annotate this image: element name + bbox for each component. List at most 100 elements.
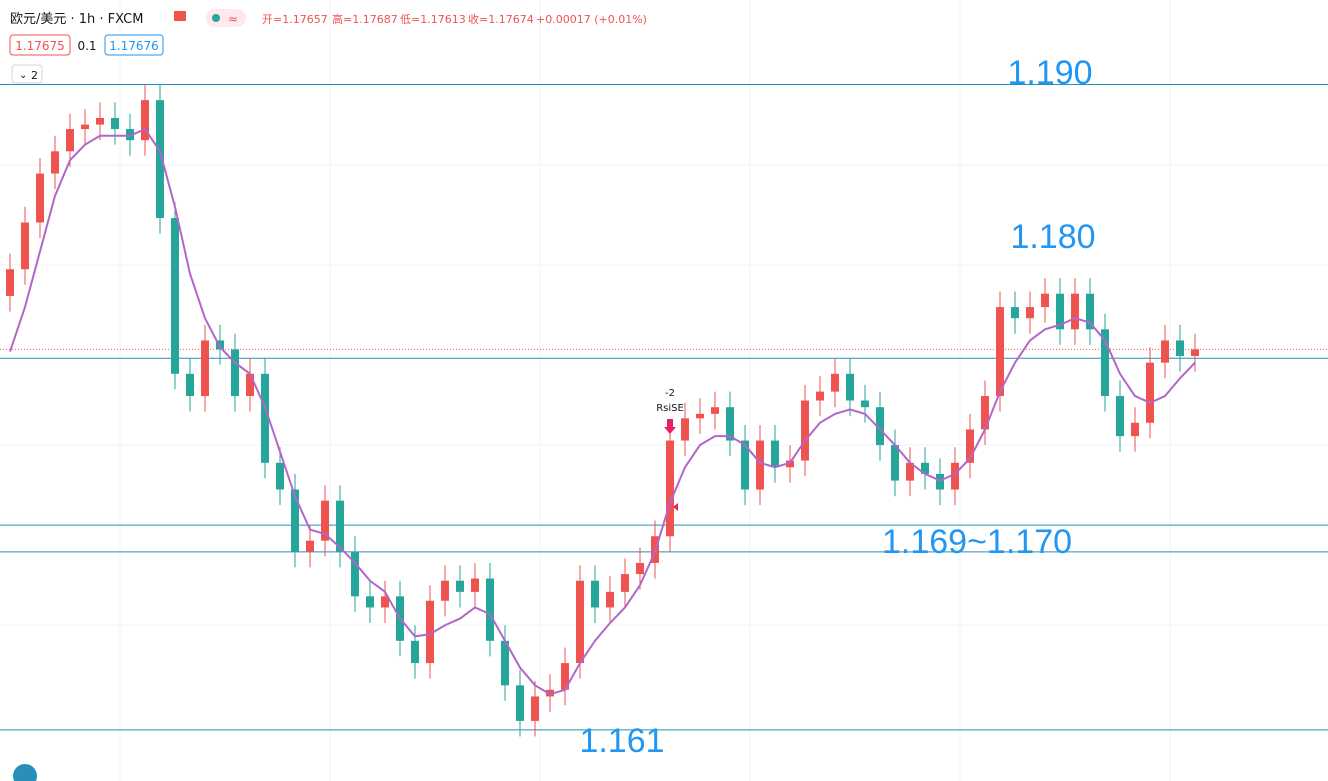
candle-body bbox=[636, 562, 644, 575]
candle-body bbox=[336, 500, 344, 552]
candle-body bbox=[66, 129, 74, 152]
candle-body bbox=[951, 462, 959, 490]
candle-body bbox=[306, 540, 314, 552]
candle-body bbox=[1176, 340, 1184, 357]
candle-body bbox=[1041, 293, 1049, 308]
candle-body bbox=[1116, 396, 1124, 437]
candle-body bbox=[321, 500, 329, 541]
candle-body bbox=[591, 580, 599, 608]
bid-box[interactable] bbox=[9, 34, 71, 56]
candle-body bbox=[411, 640, 419, 664]
candle-body bbox=[606, 591, 614, 608]
candle-body bbox=[816, 391, 824, 401]
candle-body bbox=[111, 117, 119, 130]
level-annotation: 1.190 bbox=[1007, 54, 1092, 92]
candle-body bbox=[6, 269, 14, 296]
candle-body bbox=[381, 596, 389, 608]
level-annotation: 1.161 bbox=[579, 722, 664, 760]
signal-name: RsiSE bbox=[656, 403, 684, 414]
candle-body bbox=[771, 440, 779, 468]
candle-body bbox=[666, 440, 674, 537]
candle-body bbox=[891, 445, 899, 481]
candle-body bbox=[711, 407, 719, 414]
candle-body bbox=[726, 407, 734, 441]
candle-body bbox=[1131, 422, 1139, 437]
legend-bar: 欧元/美元 · 1h · FXCM ≈ 开=1.17657 高=1.17687 低=… bbox=[9, 9, 647, 84]
candle-body bbox=[171, 218, 179, 374]
candle-body bbox=[696, 413, 704, 419]
candle-body bbox=[156, 100, 164, 219]
ask-box[interactable] bbox=[104, 34, 164, 56]
candle-body bbox=[21, 222, 29, 270]
candle-body bbox=[756, 440, 764, 490]
candle-body bbox=[1026, 307, 1034, 319]
candle-body bbox=[1101, 329, 1109, 397]
bid: 1.17675 bbox=[15, 39, 65, 53]
spread: 0.1 bbox=[77, 39, 96, 53]
flag-icon[interactable] bbox=[174, 11, 186, 21]
candle-body bbox=[531, 696, 539, 721]
candle-body bbox=[276, 462, 284, 490]
candle-body bbox=[126, 129, 134, 141]
candle-body bbox=[216, 340, 224, 350]
candle-body bbox=[1011, 307, 1019, 319]
plot: 1.190 1.180 1.169~1.170 1.161 -2 RsiSE bbox=[0, 54, 1328, 760]
candle-body bbox=[456, 580, 464, 592]
ohlc-item: 高=1.17687 bbox=[332, 12, 398, 26]
candle-body bbox=[471, 578, 479, 592]
level-annotation: 1.169~1.170 bbox=[882, 523, 1072, 561]
candle-body bbox=[576, 580, 584, 664]
candle-body bbox=[201, 340, 209, 397]
candle-body bbox=[486, 578, 494, 641]
signal-marker bbox=[673, 503, 678, 511]
candle-body bbox=[96, 117, 104, 125]
ohlc-item: 低=1.17613 bbox=[400, 13, 466, 26]
candle-body bbox=[426, 600, 434, 664]
candle-body bbox=[231, 349, 239, 397]
candle-body bbox=[831, 373, 839, 392]
ohlc: 开=1.17657 高=1.17687 低=1.17613 收=1.17674 +0.0… bbox=[262, 12, 647, 26]
moving-average bbox=[9, 127, 1196, 696]
candle-body bbox=[681, 418, 689, 441]
candle-body bbox=[621, 574, 629, 592]
ohlc-item: +0.00017 (+0.01%) bbox=[536, 13, 647, 26]
indicator-count: 2 bbox=[31, 69, 38, 82]
candle-body bbox=[291, 489, 299, 552]
candle-body bbox=[1191, 349, 1199, 357]
candle-body bbox=[861, 400, 869, 408]
candle-body bbox=[906, 462, 914, 481]
status-pill[interactable] bbox=[206, 9, 246, 27]
candle-body bbox=[261, 373, 269, 463]
level-annotation: 1.180 bbox=[1010, 218, 1095, 256]
candle-body bbox=[501, 640, 509, 686]
logo[interactable] bbox=[13, 764, 37, 781]
candle-body bbox=[876, 407, 884, 446]
candle-body bbox=[1161, 340, 1169, 363]
candle-body bbox=[51, 151, 59, 174]
candle-body bbox=[516, 685, 524, 721]
candle-body bbox=[786, 460, 794, 468]
candle-body bbox=[801, 400, 809, 461]
candle-body bbox=[36, 173, 44, 223]
candle-body bbox=[561, 663, 569, 690]
candle-body bbox=[246, 373, 254, 397]
candle-body bbox=[1086, 293, 1094, 330]
signal-count: -2 bbox=[665, 388, 675, 399]
candle-body bbox=[141, 100, 149, 141]
candle-body bbox=[366, 596, 374, 608]
ohlc-item: 收=1.17674 bbox=[468, 12, 534, 26]
candle-body bbox=[921, 462, 929, 474]
candle-body bbox=[1056, 293, 1064, 330]
indicator-toggle[interactable] bbox=[11, 64, 43, 84]
candle-body bbox=[741, 440, 749, 490]
chevron: ⌄ bbox=[19, 70, 27, 81]
ohlc-item: 开=1.17657 bbox=[262, 13, 328, 26]
candle-body bbox=[441, 580, 449, 601]
symbol: 欧元/美元 · 1h · FXCM bbox=[10, 12, 143, 27]
candle-body bbox=[1071, 293, 1079, 330]
candle-body bbox=[81, 124, 89, 130]
candle-body bbox=[846, 373, 854, 401]
candle-body bbox=[981, 396, 989, 430]
